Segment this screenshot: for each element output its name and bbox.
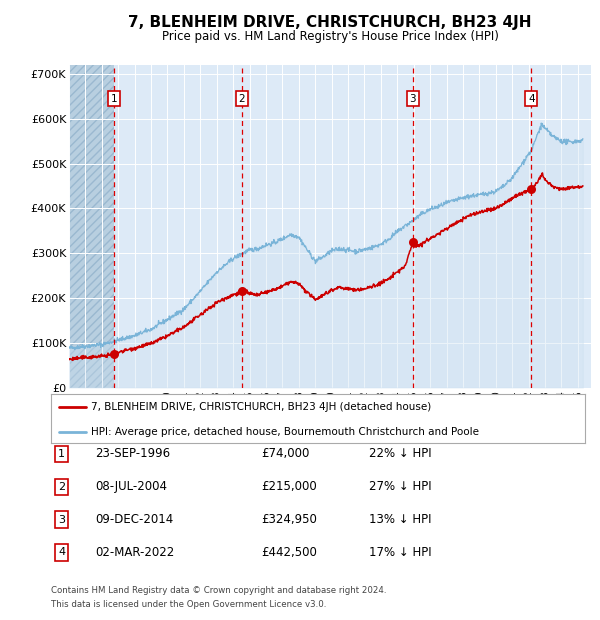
Text: 7, BLENHEIM DRIVE, CHRISTCHURCH, BH23 4JH (detached house): 7, BLENHEIM DRIVE, CHRISTCHURCH, BH23 4J…	[91, 402, 431, 412]
Text: £442,500: £442,500	[261, 546, 317, 559]
Text: 4: 4	[528, 94, 535, 104]
Text: 2: 2	[58, 482, 65, 492]
Text: 1: 1	[110, 94, 117, 104]
Text: 02-MAR-2022: 02-MAR-2022	[95, 546, 174, 559]
Text: Contains HM Land Registry data © Crown copyright and database right 2024.: Contains HM Land Registry data © Crown c…	[51, 586, 386, 595]
Text: This data is licensed under the Open Government Licence v3.0.: This data is licensed under the Open Gov…	[51, 600, 326, 609]
Text: HPI: Average price, detached house, Bournemouth Christchurch and Poole: HPI: Average price, detached house, Bour…	[91, 427, 479, 437]
Text: 7, BLENHEIM DRIVE, CHRISTCHURCH, BH23 4JH: 7, BLENHEIM DRIVE, CHRISTCHURCH, BH23 4J…	[128, 16, 532, 30]
Text: 3: 3	[409, 94, 416, 104]
Text: 09-DEC-2014: 09-DEC-2014	[95, 513, 173, 526]
Text: Price paid vs. HM Land Registry's House Price Index (HPI): Price paid vs. HM Land Registry's House …	[161, 30, 499, 43]
Text: 2: 2	[238, 94, 245, 104]
Text: £215,000: £215,000	[261, 480, 317, 493]
Text: 4: 4	[58, 547, 65, 557]
Text: 3: 3	[58, 515, 65, 525]
Bar	[69, 65, 114, 388]
Text: £324,950: £324,950	[261, 513, 317, 526]
Text: 23-SEP-1996: 23-SEP-1996	[95, 448, 170, 460]
Text: 13% ↓ HPI: 13% ↓ HPI	[369, 513, 431, 526]
Text: 27% ↓ HPI: 27% ↓ HPI	[369, 480, 431, 493]
Text: 17% ↓ HPI: 17% ↓ HPI	[369, 546, 431, 559]
Text: £74,000: £74,000	[261, 448, 310, 460]
Text: 1: 1	[58, 449, 65, 459]
Text: 22% ↓ HPI: 22% ↓ HPI	[369, 448, 431, 460]
Text: 08-JUL-2004: 08-JUL-2004	[95, 480, 167, 493]
